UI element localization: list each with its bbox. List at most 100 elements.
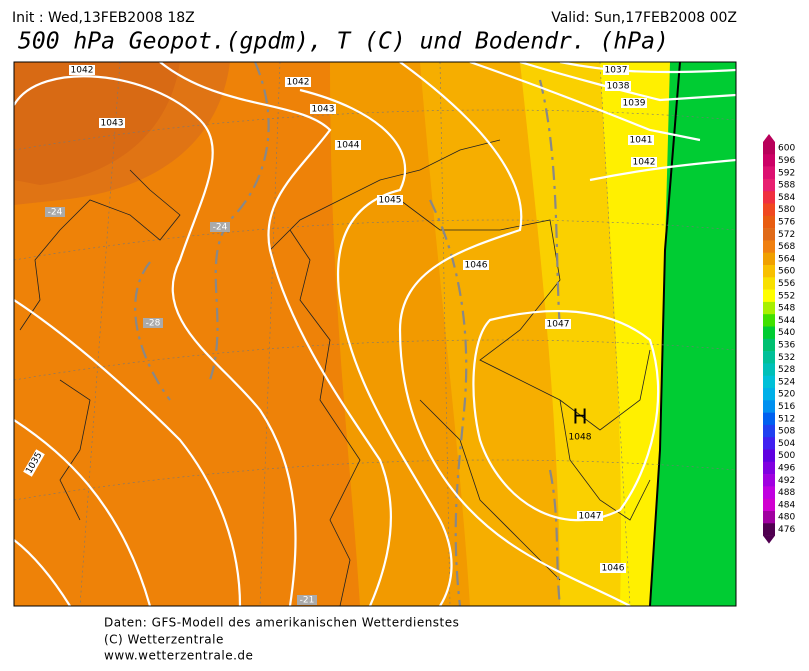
colorbar-tick-label: 548 xyxy=(778,304,795,314)
colorbar-tick-label: 504 xyxy=(778,439,795,449)
colorbar-tick-label: 568 xyxy=(778,242,795,252)
isobar-value: 1041 xyxy=(630,136,653,146)
label-box xyxy=(23,449,45,477)
label-box xyxy=(99,118,125,128)
valid-time: Valid: Sun,17FEB2008 00Z xyxy=(551,10,737,26)
colorbar-tick-label: 532 xyxy=(778,353,795,363)
colorbar-tick-label: 600 xyxy=(778,144,795,154)
colorbar-swatch xyxy=(763,351,775,364)
label-box xyxy=(285,77,311,87)
colorbar-tick-label: 584 xyxy=(778,193,795,203)
isobar-label: 1044 xyxy=(335,140,361,151)
colorbar-tick-label: 528 xyxy=(778,365,795,375)
colorbar-swatch xyxy=(763,511,775,524)
isobar-label: 1045 xyxy=(377,195,403,206)
isobar-value: 1044 xyxy=(337,141,360,151)
colorbar-tick-label: 560 xyxy=(778,267,795,277)
colorbar: 600 596 592 588 584 580 576 572 568 564 560 556 552 5… xyxy=(763,134,795,544)
colorbar-tick-label: 484 xyxy=(778,500,795,510)
isobar-value: 1043 xyxy=(312,105,335,115)
colorbar-tick-label: 508 xyxy=(778,427,795,437)
colorbar-swatch xyxy=(763,424,775,438)
label-box xyxy=(621,98,647,108)
isotherm-value: -24 xyxy=(213,223,228,233)
label-box xyxy=(377,195,403,205)
colorbar-swatch xyxy=(763,523,775,536)
label-box xyxy=(545,319,571,329)
colorbar-swatch xyxy=(763,203,775,217)
colorbar-swatch xyxy=(763,486,775,499)
colorbar-swatch xyxy=(763,461,775,475)
colorbar-swatch xyxy=(763,154,775,167)
label-box xyxy=(628,135,654,145)
colorbar-tick-label: 556 xyxy=(778,279,795,289)
colorbar-tick-label: 480 xyxy=(778,513,795,523)
footer-line: Daten: GFS-Modell des amerikanischen Wet… xyxy=(104,616,459,630)
colorbar-swatch xyxy=(763,240,775,253)
isobar-value: 1045 xyxy=(379,196,402,206)
colorbar-swatch xyxy=(763,142,775,155)
colorbar-swatch xyxy=(763,314,775,327)
label-box xyxy=(45,207,65,217)
isobar-label: 1037 xyxy=(603,65,629,76)
label-box xyxy=(335,140,361,150)
colorbar-tick-label: 564 xyxy=(778,254,795,264)
isobar-label: 1048 xyxy=(569,433,592,443)
label-box xyxy=(600,563,626,573)
colorbar-swatch xyxy=(763,166,775,180)
isobar-label: 1046 xyxy=(463,260,489,271)
isobar-value: 1047 xyxy=(547,320,570,330)
label-box xyxy=(69,65,95,75)
colorbar-swatch xyxy=(763,326,775,340)
colorbar-tick-label: 552 xyxy=(778,291,795,301)
isobar-value: 1047 xyxy=(579,512,602,522)
colorbar-swatch xyxy=(763,289,775,303)
footer-line: www.wetterzentrale.de xyxy=(104,649,253,663)
colorbar-bottom-cap xyxy=(763,535,775,544)
colorbar-swatch xyxy=(763,301,775,315)
label-box xyxy=(310,104,336,114)
colorbar-swatch xyxy=(763,363,775,376)
colorbar-tick-label: 520 xyxy=(778,390,795,400)
footer-line: (C) Wetterzentrale xyxy=(104,633,224,647)
isobar-label: 1041 xyxy=(628,135,654,146)
colorbar-tick-label: 596 xyxy=(778,156,795,166)
colorbar-tick-label: 572 xyxy=(778,230,795,240)
colorbar-tick-label: 488 xyxy=(778,488,795,498)
colorbar-swatch xyxy=(763,178,775,192)
colorbar-tick-label: 476 xyxy=(778,525,795,535)
isotherm-value: -28 xyxy=(146,319,161,329)
colorbar-swatch xyxy=(763,265,775,278)
label-box xyxy=(631,157,657,167)
colorbar-swatch xyxy=(763,228,775,241)
colorbar-swatch xyxy=(763,338,775,352)
isobar-label: 1047 xyxy=(545,319,571,330)
isobar-value: 1042 xyxy=(71,66,94,76)
colorbar-tick-label: 536 xyxy=(778,340,795,350)
isobar-label: 1042 xyxy=(69,65,95,76)
colorbar-tick-label: 516 xyxy=(778,402,795,412)
isotherm-value: -24 xyxy=(48,208,63,218)
isobar-label: 1039 xyxy=(621,98,647,109)
map: 1042 1043 1042 1043 1044 1045 1046 1047 1048 1047… xyxy=(13,61,737,607)
isobar-label: 1038 xyxy=(605,81,631,92)
colorbar-tick-label: 524 xyxy=(778,377,795,387)
isobar-value: 1043 xyxy=(101,119,124,129)
isotherm-value: -21 xyxy=(300,596,315,606)
colorbar-swatch xyxy=(763,375,775,389)
isobar-value: 1046 xyxy=(602,564,625,574)
isobar-value: 1048 xyxy=(569,433,592,443)
label-box xyxy=(297,595,317,605)
high-pressure-marker: H xyxy=(572,405,587,429)
colorbar-tick-label: 588 xyxy=(778,181,795,191)
isobar-value: 1039 xyxy=(623,99,646,109)
isobar-value: 1042 xyxy=(287,78,310,88)
colorbar-swatch xyxy=(763,437,775,450)
isobar-value: 1042 xyxy=(633,158,656,168)
isobar-label: 1043 xyxy=(310,104,336,115)
init-time: Init : Wed,13FEB2008 18Z xyxy=(12,10,195,26)
colorbar-tick-label: 580 xyxy=(778,205,795,215)
colorbar-swatch xyxy=(763,388,775,401)
label-box xyxy=(143,318,163,328)
